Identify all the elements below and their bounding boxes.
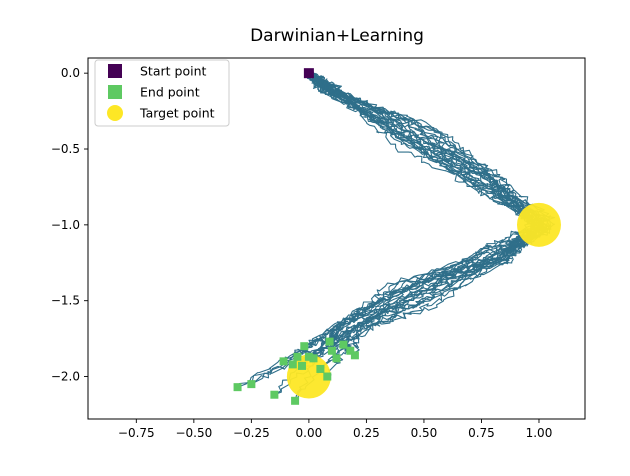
chart-title: Darwinian+Learning — [250, 26, 424, 46]
end-point — [332, 354, 341, 363]
legend-label: Target point — [139, 106, 215, 121]
end-point — [300, 342, 309, 351]
end-point — [233, 383, 242, 392]
end-point — [309, 354, 318, 363]
legend-label: Start point — [140, 64, 206, 79]
end-point — [323, 372, 332, 381]
x-tick-label: 0.00 — [296, 426, 323, 440]
legend-marker-end — [108, 85, 122, 99]
y-tick-label: −2.0 — [51, 370, 80, 384]
y-axis: 0.0 −0.5 −1.0 −1.5 −2.0 — [51, 66, 88, 384]
end-point — [325, 337, 334, 346]
legend-marker-target — [107, 105, 123, 121]
y-tick-label: −0.5 — [51, 142, 80, 156]
end-point — [327, 346, 336, 355]
end-point — [291, 396, 300, 405]
x-tick-label: −0.75 — [118, 426, 155, 440]
end-point — [304, 352, 313, 361]
end-point — [270, 390, 279, 399]
y-tick-label: −1.0 — [51, 218, 80, 232]
y-tick-label: −1.5 — [51, 294, 80, 308]
x-tick-label: 0.75 — [468, 426, 495, 440]
x-tick-label: −0.50 — [175, 426, 212, 440]
end-point — [288, 360, 297, 369]
end-point — [350, 351, 359, 360]
end-point — [293, 352, 302, 361]
x-tick-label: −0.25 — [233, 426, 270, 440]
x-tick-label: 1.00 — [526, 426, 553, 440]
target-point — [516, 202, 561, 247]
end-point — [297, 361, 306, 370]
end-point — [346, 346, 355, 355]
x-tick-label: 0.25 — [353, 426, 380, 440]
legend-label: End point — [140, 85, 200, 100]
end-point — [339, 340, 348, 349]
legend-marker-start — [108, 64, 122, 78]
end-point — [247, 380, 256, 389]
x-tick-label: 0.50 — [411, 426, 438, 440]
end-point — [279, 357, 288, 366]
plot-frame — [87, 57, 586, 420]
x-axis: −0.75 −0.50 −0.25 0.00 0.25 0.50 0.75 1.00 — [118, 419, 552, 440]
legend: Start point End point Target point — [94, 59, 230, 127]
start-point — [303, 68, 314, 79]
y-tick-label: 0.0 — [61, 66, 80, 80]
marker-layer — [233, 68, 561, 405]
legend-box — [94, 59, 230, 127]
end-point — [316, 364, 325, 373]
